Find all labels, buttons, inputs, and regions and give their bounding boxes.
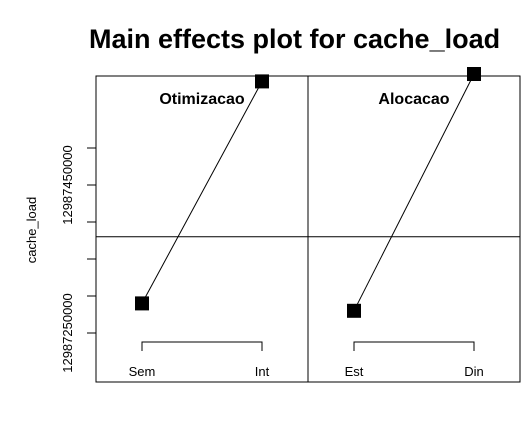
x-tick-label: Est	[345, 364, 364, 379]
panel-frame	[307, 75, 521, 383]
y-axis-label: cache_load	[24, 197, 39, 264]
effect-line	[141, 81, 263, 304]
x-bracket	[353, 341, 475, 351]
effect-point	[255, 74, 269, 89]
plot-layer: 12987250000 12987450000 Otimizacao Sem Int Al…	[60, 67, 521, 383]
panel-title: Otimizacao	[159, 91, 245, 108]
panel-frame	[95, 75, 309, 383]
y-tick-label: 12987250000	[60, 293, 75, 373]
chart-title: Main effects plot for cache_load	[89, 24, 500, 54]
effect-point	[135, 296, 149, 311]
y-tick-label: 12987450000	[60, 145, 75, 225]
panel-title: Alocacao	[378, 91, 449, 108]
x-bracket	[141, 341, 263, 351]
x-tick-label: Din	[464, 364, 484, 379]
effect-point	[467, 67, 481, 81]
x-tick-label: Sem	[129, 364, 156, 379]
effect-line	[353, 73, 475, 312]
x-tick-label: Int	[255, 364, 270, 379]
effect-point	[347, 303, 361, 318]
